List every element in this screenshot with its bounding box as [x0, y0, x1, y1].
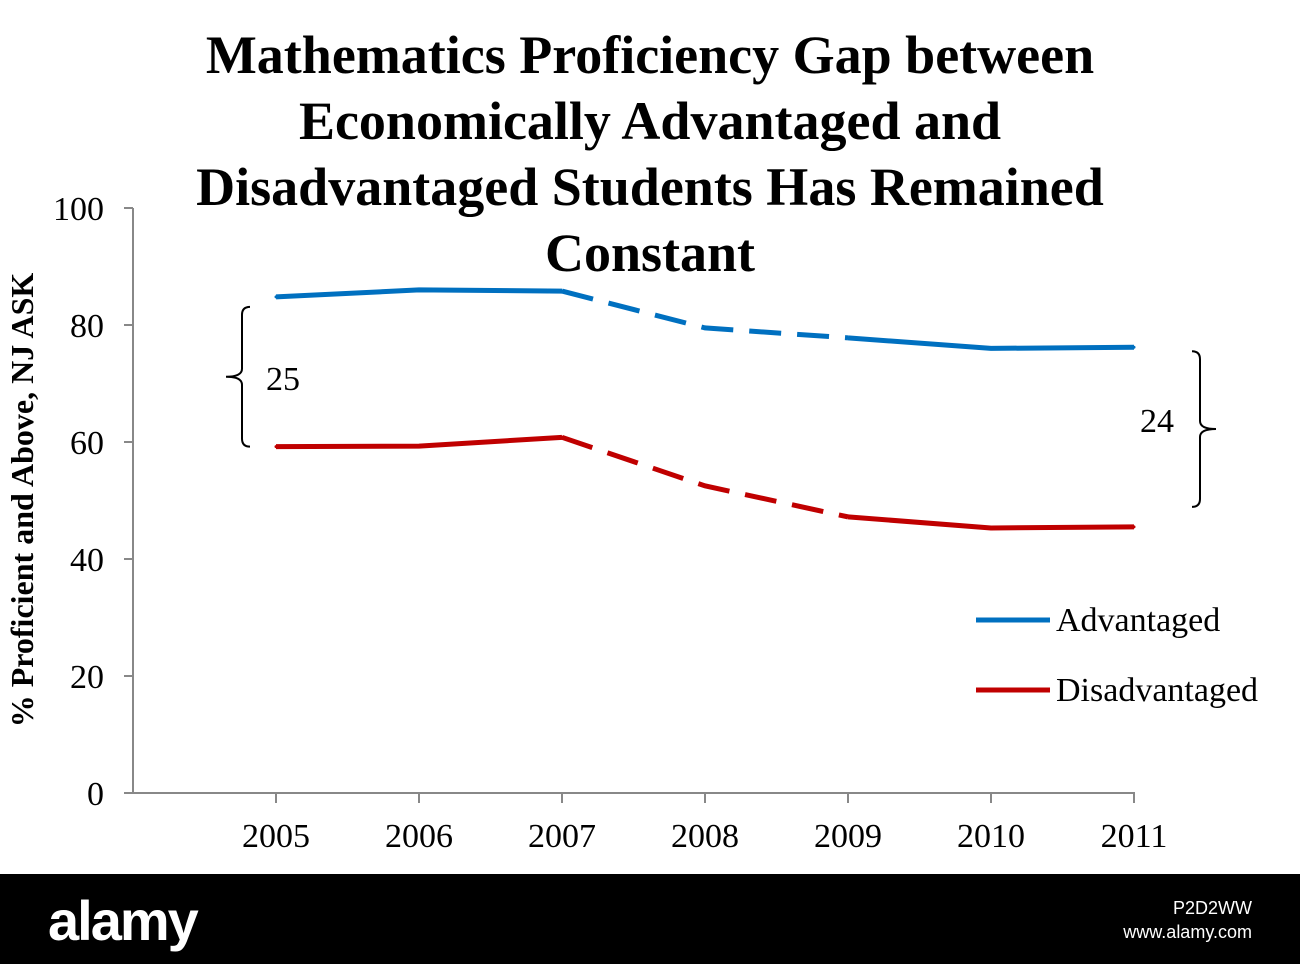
chart-title-line-1: Mathematics Proficiency Gap between [205, 25, 1095, 85]
advantaged-data-point [274, 295, 278, 299]
disadvantaged-data-point [703, 484, 707, 488]
y-tick-label: 20 [70, 659, 104, 696]
gap-label-2011: 24 [1140, 403, 1174, 440]
alamy-logo: alamy [48, 889, 199, 952]
chart-title-line-4: Constant [544, 223, 756, 283]
y-tick-label: 80 [70, 308, 104, 345]
disadvantaged-data-point [560, 435, 564, 439]
chart-area: 0 20 40 60 80 100 2005 2006 2007 2008 2009 2010 2011… [4, 25, 1259, 855]
gap-bracket-2005 [225, 305, 251, 448]
y-tick-label: 100 [53, 191, 104, 228]
x-tick-label: 2008 [671, 818, 739, 855]
legend-label-advantaged: Advantaged [1056, 602, 1220, 639]
y-tick-label: 60 [70, 425, 104, 462]
advantaged-data-point [703, 326, 707, 330]
disadvantaged-data-point [846, 515, 850, 519]
image-id-text: P2D2WW [1172, 898, 1252, 918]
advantaged-data-point [846, 336, 850, 340]
y-tick-label: 40 [70, 542, 104, 579]
line-chart: 0 20 40 60 80 100 2005 2006 2007 2008 2009 2010 2011… [4, 191, 1258, 855]
watermark-footer: alamy P2D2WW www.alamy.com [0, 874, 1300, 964]
chart-title-line-2: Economically Advantaged and [298, 91, 1002, 151]
disadvantaged-line-dashed [561, 434, 849, 520]
advantaged-line-solid-end [847, 335, 1135, 351]
x-tick-label: 2007 [528, 818, 596, 855]
advantaged-data-point [1132, 345, 1136, 349]
x-tick-label: 2010 [957, 818, 1025, 855]
legend-label-disadvantaged: Disadvantaged [1056, 672, 1258, 709]
disadvantaged-data-point [989, 526, 993, 530]
advantaged-data-point [417, 288, 421, 292]
x-tick-label: 2011 [1101, 818, 1168, 855]
chart-title-line-3: Disadvantaged Students Has Remained [196, 157, 1104, 217]
disadvantaged-line-solid-end [847, 514, 1135, 531]
advantaged-data-point [560, 289, 564, 293]
disadvantaged-data-point [417, 444, 421, 448]
y-axis-label: % Proficient and Above, NJ ASK [4, 273, 40, 728]
x-tick-label: 2006 [385, 818, 453, 855]
gap-label-2005: 25 [266, 361, 300, 398]
advantaged-data-point [989, 346, 993, 350]
gap-bracket-2011 [1191, 350, 1217, 508]
y-tick-label: 0 [87, 776, 104, 813]
x-tick-label: 2005 [242, 818, 310, 855]
disadvantaged-data-point [1132, 525, 1136, 529]
x-tick-label: 2009 [814, 818, 882, 855]
disadvantaged-data-point [274, 445, 278, 449]
advantaged-line-dashed [561, 288, 849, 341]
site-url-text: www.alamy.com [1123, 922, 1252, 942]
